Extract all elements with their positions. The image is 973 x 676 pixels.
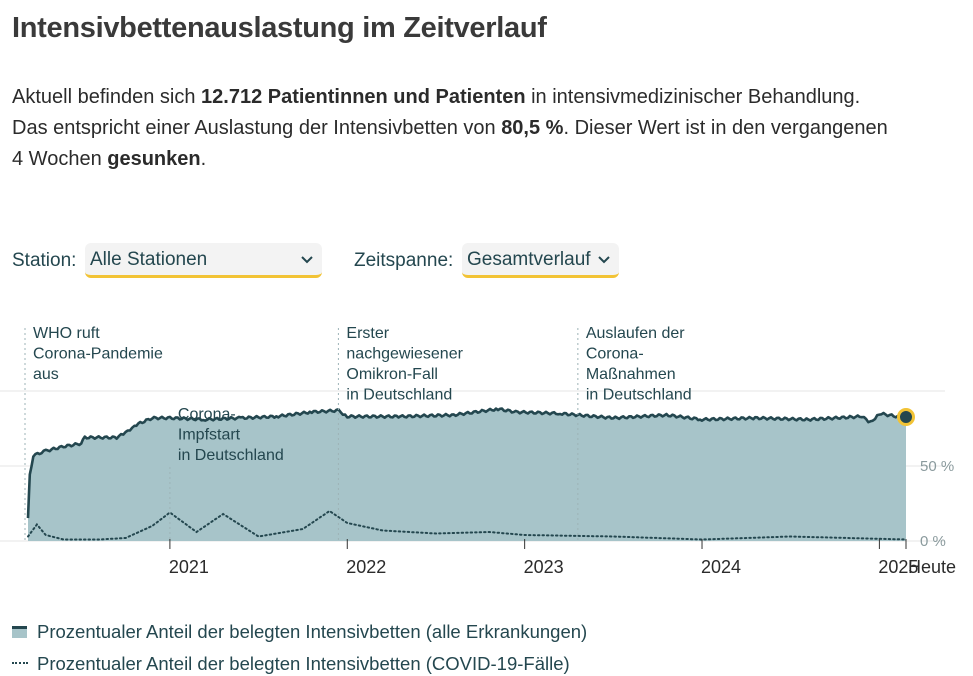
x-tick-label: 2022 bbox=[346, 557, 386, 577]
x-tick-label: 2023 bbox=[524, 557, 564, 577]
summary-patients: 12.712 Patientinnen und Patienten bbox=[201, 86, 526, 108]
legend-swatch-dotted bbox=[12, 662, 28, 666]
annotation-text: in Deutschland bbox=[586, 387, 692, 404]
zeitspanne-label: Zeitspanne: bbox=[354, 250, 454, 271]
area-all-diseases bbox=[28, 408, 906, 541]
chevron-down-icon bbox=[300, 243, 314, 289]
x-tick-label-today: Heute bbox=[908, 557, 956, 577]
current-value-marker bbox=[897, 408, 915, 426]
annotation-text: aus bbox=[33, 366, 59, 383]
x-tick-label: 2025 bbox=[878, 557, 918, 577]
summary-trend: gesunken bbox=[107, 148, 201, 170]
chevron-down-icon bbox=[597, 243, 611, 289]
station-select[interactable]: Alle Stationen bbox=[85, 243, 322, 278]
x-tick-label: 2024 bbox=[701, 557, 741, 577]
summary-part-3: . Dieser Wert ist in den vergangenen 4 W… bbox=[12, 117, 888, 170]
station-select-value: Alle Stationen bbox=[90, 249, 208, 270]
annotation-text: Erster bbox=[346, 325, 389, 342]
zeitspanne-select[interactable]: Gesamtverlauf bbox=[462, 243, 619, 278]
annotation-text: nachgewiesener bbox=[346, 346, 463, 363]
page-title: Intensivbettenauslastung im Zeitverlauf bbox=[12, 12, 547, 44]
annotation-text: Corona- bbox=[178, 406, 236, 423]
legend-label-covid: Prozentualer Anteil der belegten Intensi… bbox=[37, 653, 570, 674]
annotation-text: Maßnahmen bbox=[586, 366, 676, 383]
y-tick-label: 0 % bbox=[920, 533, 946, 550]
station-label: Station: bbox=[12, 250, 77, 271]
summary-text: Aktuell befinden sich 12.712 Patientinne… bbox=[12, 82, 892, 175]
summary-part-2: in intensivmedizinischer Behandlung. Das… bbox=[12, 86, 861, 139]
summary-rate: 80,5 % bbox=[501, 117, 564, 139]
annotation-text: Omikron-Fall bbox=[346, 366, 438, 383]
legend-swatch-area bbox=[12, 626, 27, 638]
annotation-text: in Deutschland bbox=[178, 447, 284, 464]
summary-part-1: Aktuell befinden sich bbox=[12, 86, 202, 108]
y-tick-label: 50 % bbox=[920, 458, 954, 475]
x-tick-label: 2021 bbox=[169, 557, 209, 577]
legend-item-covid: Prozentualer Anteil der belegten Intensi… bbox=[12, 653, 570, 675]
line-covid bbox=[27, 509, 907, 541]
annotation-text: WHO ruft bbox=[33, 325, 100, 342]
annotation-text: Auslaufen der bbox=[586, 325, 685, 342]
annotation-text: in Deutschland bbox=[346, 387, 452, 404]
annotation-text: Corona- bbox=[586, 346, 644, 363]
line-all-diseases bbox=[26, 407, 907, 519]
zeitspanne-select-value: Gesamtverlauf bbox=[467, 249, 591, 270]
summary-part-4: . bbox=[200, 148, 207, 170]
legend-label-all: Prozentualer Anteil der belegten Intensi… bbox=[37, 621, 588, 642]
occupancy-chart: WHO ruft Corona-Pandemie aus Corona- Impfsta… bbox=[0, 325, 956, 577]
annotation-text: Corona-Pandemie bbox=[33, 346, 163, 363]
annotation-text: Impfstart bbox=[178, 427, 241, 444]
legend-item-all: Prozentualer Anteil der belegten Intensi… bbox=[12, 621, 587, 643]
